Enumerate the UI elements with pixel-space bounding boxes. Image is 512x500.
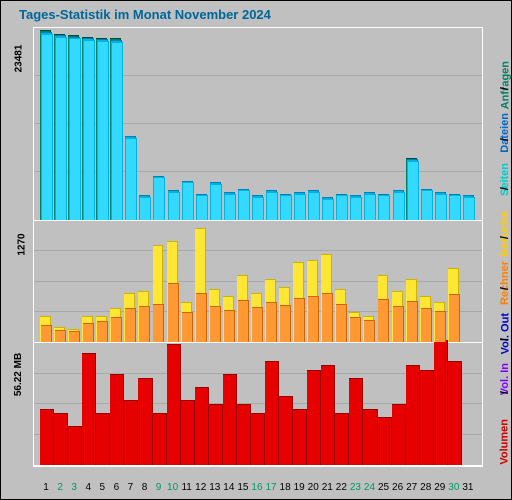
panel-visits xyxy=(34,221,482,344)
panel-requests xyxy=(34,28,482,221)
side-legend: Anfragen/Dateien/Seiten/Besuche/Rechner/… xyxy=(491,27,505,465)
chart-area xyxy=(33,27,483,467)
chart-title: Tages-Statistik im Monat November 2024 xyxy=(19,7,271,22)
ylabel-3: 56.22 MB xyxy=(13,353,24,396)
panel-volume xyxy=(34,343,482,466)
ylabel-1: 23481 xyxy=(13,45,24,73)
x-axis-labels: 1234567891011121314151617181920212223242… xyxy=(39,482,475,493)
ylabel-2: 1270 xyxy=(17,233,28,255)
